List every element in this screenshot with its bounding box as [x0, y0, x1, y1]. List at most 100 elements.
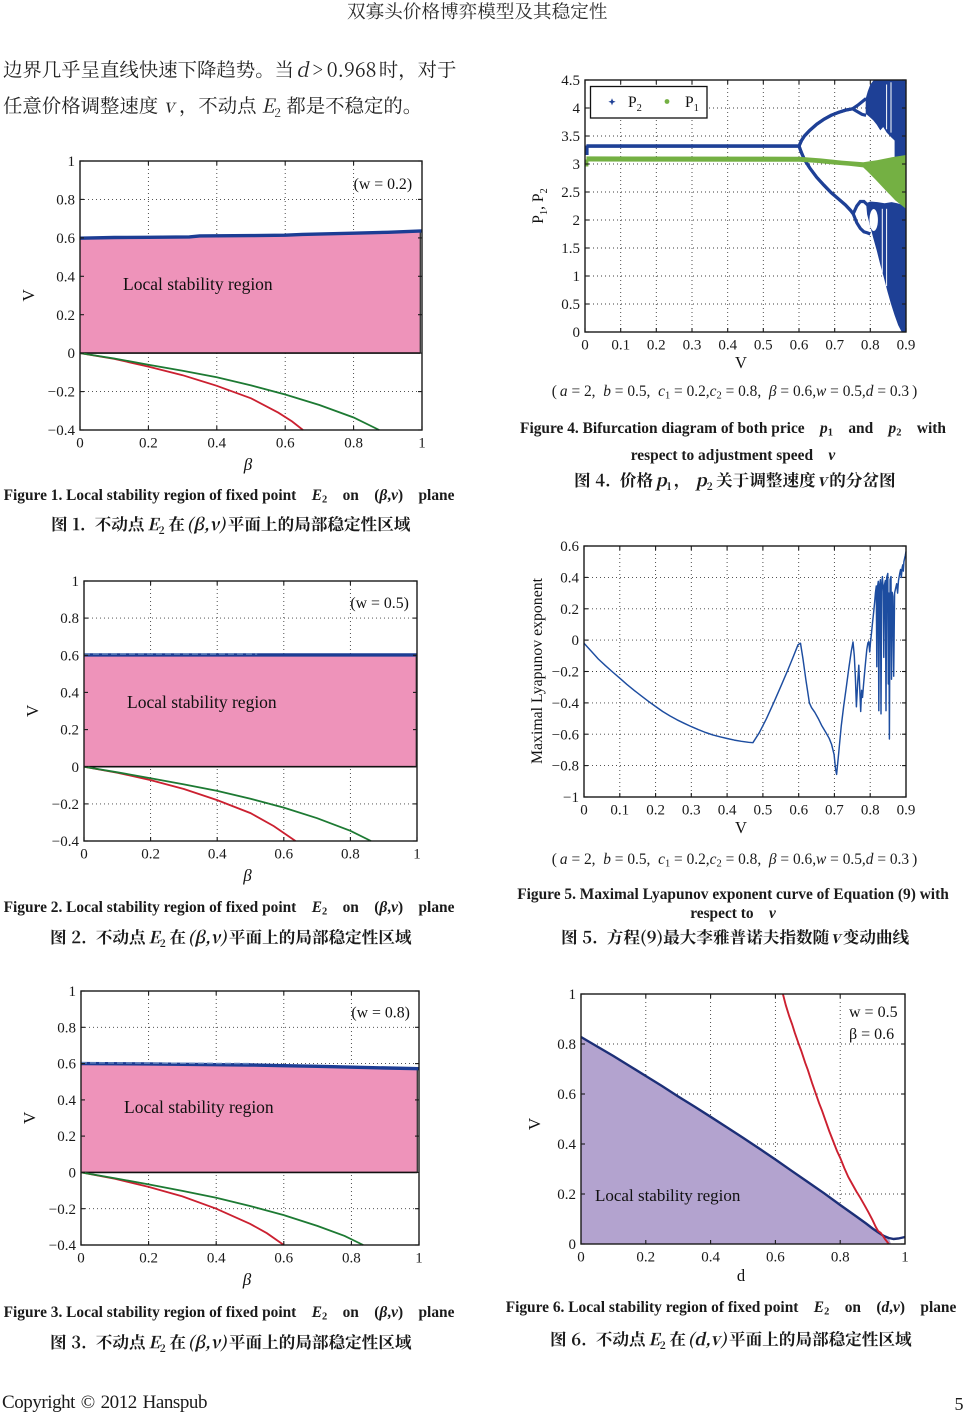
svg-text:0.2: 0.2 [56, 308, 75, 324]
svg-text:w = 0.5: w = 0.5 [849, 1004, 898, 1021]
svg-text:Local stability region: Local stability region [124, 1097, 274, 1117]
svg-text:0.6: 0.6 [274, 847, 293, 863]
svg-text:1: 1 [901, 1250, 909, 1266]
svg-text:0.2: 0.2 [646, 803, 665, 819]
svg-text:0.8: 0.8 [344, 436, 363, 452]
svg-text:0: 0 [569, 1237, 577, 1253]
svg-text:0.4: 0.4 [56, 269, 75, 285]
svg-text:0.5: 0.5 [754, 338, 773, 354]
svg-text:Local stability region: Local stability region [127, 692, 277, 712]
svg-text:0: 0 [69, 1166, 77, 1182]
svg-text:0.8: 0.8 [57, 1020, 76, 1036]
svg-text:V: V [20, 289, 38, 302]
svg-text:0.3: 0.3 [682, 803, 701, 819]
svg-text:0.2: 0.2 [636, 1250, 655, 1266]
svg-text:−0.2: −0.2 [48, 385, 75, 401]
svg-text:0.6: 0.6 [276, 436, 295, 452]
svg-text:Local stability region: Local stability region [595, 1186, 741, 1205]
svg-text:0: 0 [573, 325, 581, 341]
svg-text:0.8: 0.8 [342, 1251, 361, 1267]
svg-text:β: β [242, 1270, 252, 1289]
svg-text:0.7: 0.7 [825, 338, 844, 354]
svg-text:−0.8: −0.8 [552, 759, 579, 775]
svg-text:0.3: 0.3 [683, 338, 702, 354]
svg-text:0: 0 [77, 1251, 85, 1267]
svg-text:Local stability region: Local stability region [123, 274, 273, 294]
svg-text:1: 1 [72, 574, 80, 590]
svg-text:0.2: 0.2 [647, 338, 666, 354]
svg-text:0.1: 0.1 [611, 338, 630, 354]
svg-text:0.2: 0.2 [560, 602, 579, 618]
svg-text:−0.4: −0.4 [552, 696, 580, 712]
svg-text:1: 1 [413, 847, 421, 863]
svg-text:0.4: 0.4 [557, 1137, 576, 1153]
svg-text:0.6: 0.6 [274, 1251, 293, 1267]
svg-text:0.7: 0.7 [825, 803, 844, 819]
svg-text:0: 0 [581, 338, 589, 354]
svg-text:0.4: 0.4 [207, 436, 226, 452]
svg-text:0.4: 0.4 [718, 803, 737, 819]
svg-text:β: β [242, 866, 252, 885]
svg-text:0.1: 0.1 [610, 803, 629, 819]
svg-text:0.6: 0.6 [557, 1087, 576, 1103]
svg-text:0.8: 0.8 [831, 1250, 850, 1266]
svg-text:0.4: 0.4 [560, 571, 579, 587]
svg-text:0.8: 0.8 [56, 193, 75, 209]
svg-text:0.6: 0.6 [56, 231, 75, 247]
svg-text:0.8: 0.8 [861, 803, 880, 819]
svg-text:0: 0 [80, 847, 88, 863]
svg-text:0: 0 [76, 436, 84, 452]
svg-text:0.8: 0.8 [557, 1037, 576, 1053]
svg-text:0.6: 0.6 [766, 1250, 785, 1266]
svg-text:(w = 0.5): (w = 0.5) [350, 595, 408, 612]
svg-text:−0.2: −0.2 [52, 797, 79, 813]
svg-text:0.4: 0.4 [60, 686, 79, 702]
svg-text:V: V [525, 1117, 544, 1130]
svg-text:0.6: 0.6 [60, 648, 79, 664]
svg-text:1: 1 [573, 269, 581, 285]
svg-text:0.2: 0.2 [139, 436, 158, 452]
svg-text:(w = 0.8): (w = 0.8) [351, 1004, 409, 1021]
svg-text:0.6: 0.6 [57, 1057, 76, 1073]
svg-text:0.4: 0.4 [208, 847, 227, 863]
svg-text:1: 1 [418, 436, 426, 452]
svg-text:0.4: 0.4 [701, 1250, 720, 1266]
svg-text:−0.6: −0.6 [552, 727, 580, 743]
svg-text:0: 0 [577, 1250, 585, 1266]
svg-text:0: 0 [580, 803, 588, 819]
svg-text:0.4: 0.4 [718, 338, 737, 354]
svg-text:0.6: 0.6 [789, 803, 808, 819]
svg-text:1: 1 [69, 984, 77, 1000]
svg-text:0.9: 0.9 [897, 338, 916, 354]
svg-text:(w = 0.2): (w = 0.2) [354, 176, 412, 193]
svg-text:0.8: 0.8 [861, 338, 880, 354]
svg-text:P1, P2: P1, P2 [530, 188, 550, 224]
svg-text:0.2: 0.2 [141, 847, 160, 863]
svg-text:0: 0 [72, 760, 80, 776]
svg-text:0.4: 0.4 [207, 1251, 226, 1267]
svg-text:1: 1 [569, 987, 577, 1003]
svg-text:0.5: 0.5 [754, 803, 773, 819]
svg-text:3: 3 [573, 157, 581, 173]
svg-text:1: 1 [68, 154, 76, 170]
svg-text:V: V [735, 353, 747, 372]
svg-text:V: V [735, 818, 747, 837]
svg-text:−1: −1 [563, 790, 579, 806]
svg-text:4: 4 [573, 101, 581, 117]
svg-text:0.2: 0.2 [60, 723, 79, 739]
svg-text:−0.4: −0.4 [52, 834, 80, 850]
svg-text:1: 1 [415, 1251, 423, 1267]
svg-text:−0.4: −0.4 [48, 423, 76, 439]
svg-text:0.8: 0.8 [60, 611, 79, 627]
svg-text:0.2: 0.2 [139, 1251, 158, 1267]
svg-text:1.5: 1.5 [561, 241, 580, 257]
svg-text:V: V [23, 704, 42, 717]
svg-text:0.5: 0.5 [561, 297, 580, 313]
svg-text:0.2: 0.2 [557, 1187, 576, 1203]
svg-text:−0.2: −0.2 [552, 665, 579, 681]
svg-text:0: 0 [68, 346, 76, 362]
svg-text:0.4: 0.4 [57, 1093, 76, 1109]
svg-text:0.6: 0.6 [560, 539, 579, 555]
svg-text:0.8: 0.8 [341, 847, 360, 863]
svg-text:2.5: 2.5 [561, 185, 580, 201]
